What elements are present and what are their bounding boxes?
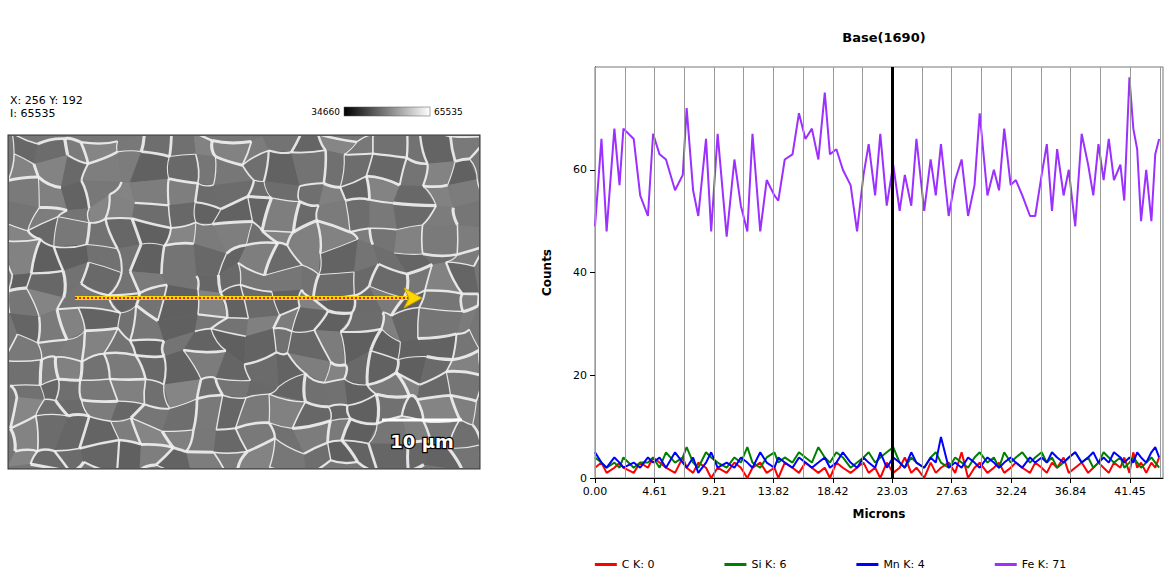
svg-text:Fe K: 71: Fe K: 71 [1022,558,1066,571]
svg-text:23.03: 23.03 [877,485,909,498]
svg-text:65535: 65535 [434,107,463,117]
svg-text:13.82: 13.82 [758,485,790,498]
svg-text:34660: 34660 [311,107,340,117]
svg-text:18.42: 18.42 [817,485,849,498]
svg-text:X: 256 Y: 192: X: 256 Y: 192 [10,94,83,107]
svg-text:4.61: 4.61 [642,485,667,498]
svg-text:27.63: 27.63 [936,485,968,498]
svg-text:0.00: 0.00 [583,485,608,498]
svg-text:9.21: 9.21 [702,485,727,498]
svg-text:36.84: 36.84 [1055,485,1087,498]
svg-text:41.45: 41.45 [1114,485,1146,498]
svg-text:Base(1690): Base(1690) [842,30,925,45]
svg-text:32.24: 32.24 [995,485,1027,498]
svg-text:I: 65535: I: 65535 [10,107,55,120]
svg-text:C K: 0: C K: 0 [622,558,655,571]
svg-text:40: 40 [573,266,587,279]
svg-text:0: 0 [580,472,587,485]
svg-text:10 µm: 10 µm [390,431,453,452]
svg-text:Microns: Microns [852,507,905,521]
svg-text:Mn K: 4: Mn K: 4 [883,558,924,571]
svg-text:Si K: 6: Si K: 6 [751,558,786,571]
svg-text:20: 20 [573,369,587,382]
svg-text:60: 60 [573,163,587,176]
svg-text:Counts: Counts [540,249,554,296]
